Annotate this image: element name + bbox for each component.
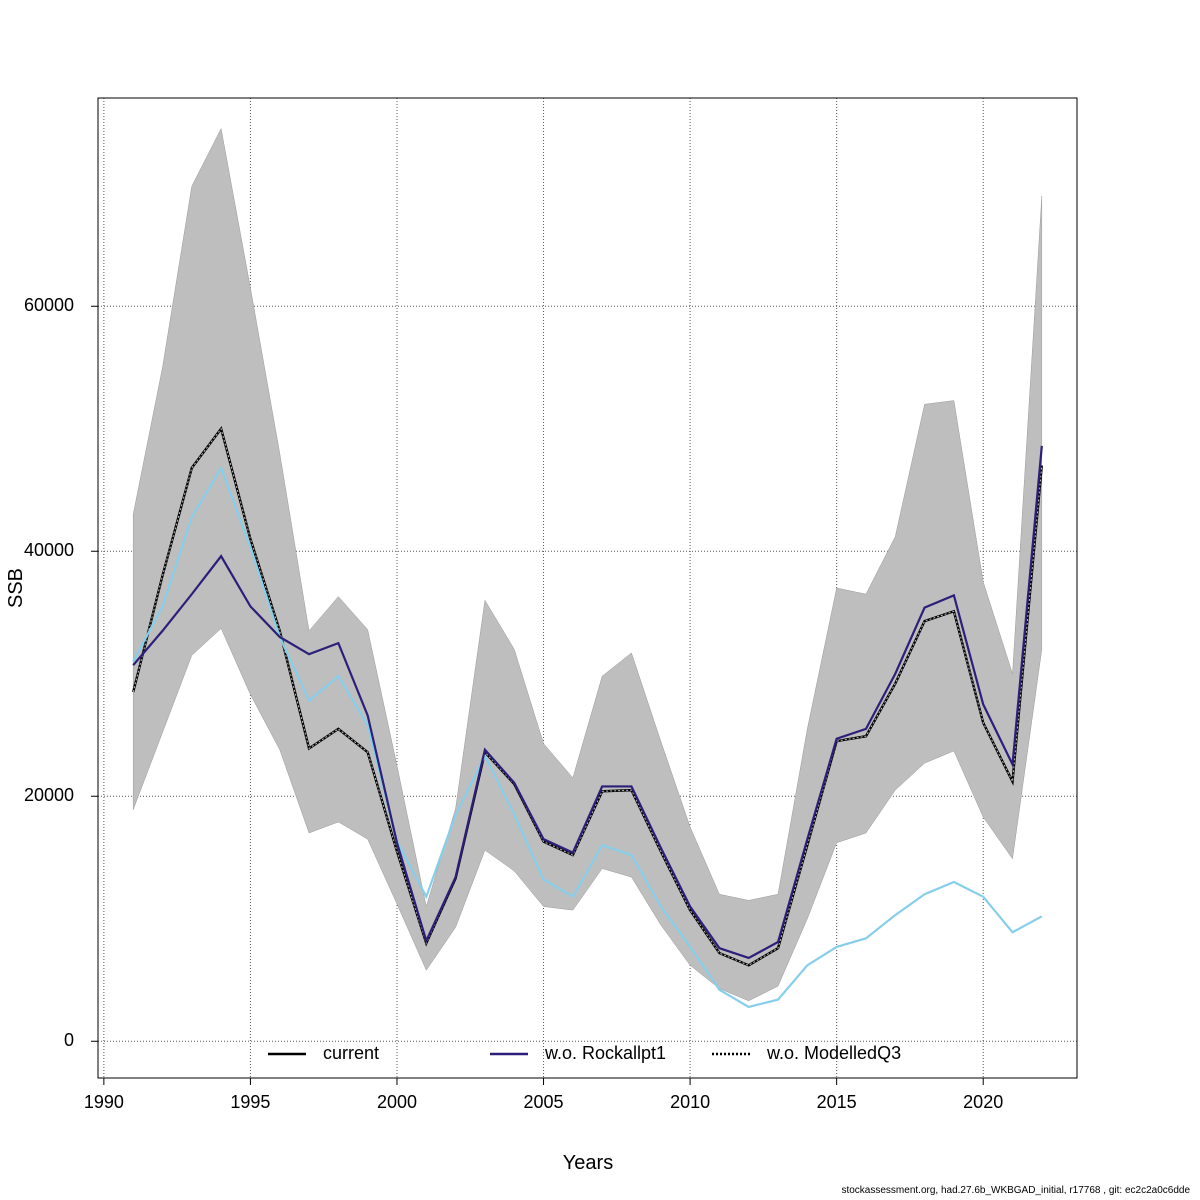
x-tick-label-2000: 2000 bbox=[377, 1092, 417, 1112]
footer-credit: stockassessment.org, had.27.6b_WKBGAD_in… bbox=[841, 1185, 1190, 1196]
legend-label-0: current bbox=[323, 1043, 379, 1063]
series-line-current-dotted-overlay bbox=[132, 427, 1043, 966]
x-axis: 1990 1995 2000 2005 2010 2015 2020 bbox=[84, 1077, 1003, 1112]
x-axis-label: Years bbox=[563, 1152, 613, 1174]
x-tick-label-2005: 2005 bbox=[524, 1092, 564, 1112]
legend: current w.o. Rockallpt1 w.o. ModelledQ3 bbox=[268, 1043, 901, 1063]
y-tick-label-40000: 40000 bbox=[24, 540, 74, 560]
legend-label-1: w.o. Rockallpt1 bbox=[544, 1043, 666, 1063]
x-tick-label-2015: 2015 bbox=[817, 1092, 857, 1112]
y-tick-label-60000: 60000 bbox=[24, 295, 74, 315]
series-lines bbox=[132, 426, 1044, 1009]
series-line-wo-rockallpt1 bbox=[132, 445, 1043, 960]
x-tick-label-1995: 1995 bbox=[230, 1092, 270, 1112]
legend-label-2: w.o. ModelledQ3 bbox=[766, 1043, 901, 1063]
x-tick-label-2020: 2020 bbox=[963, 1092, 1003, 1112]
y-tick-label-20000: 20000 bbox=[24, 785, 74, 805]
y-tick-label-0: 0 bbox=[64, 1030, 74, 1050]
y-axis: 0 20000 40000 60000 bbox=[24, 295, 99, 1050]
x-tick-label-2010: 2010 bbox=[670, 1092, 710, 1112]
x-tick-label-1990: 1990 bbox=[84, 1092, 124, 1112]
series-line-wo-modelledq3 bbox=[132, 465, 1043, 1009]
y-axis-label: SSB bbox=[5, 568, 27, 608]
